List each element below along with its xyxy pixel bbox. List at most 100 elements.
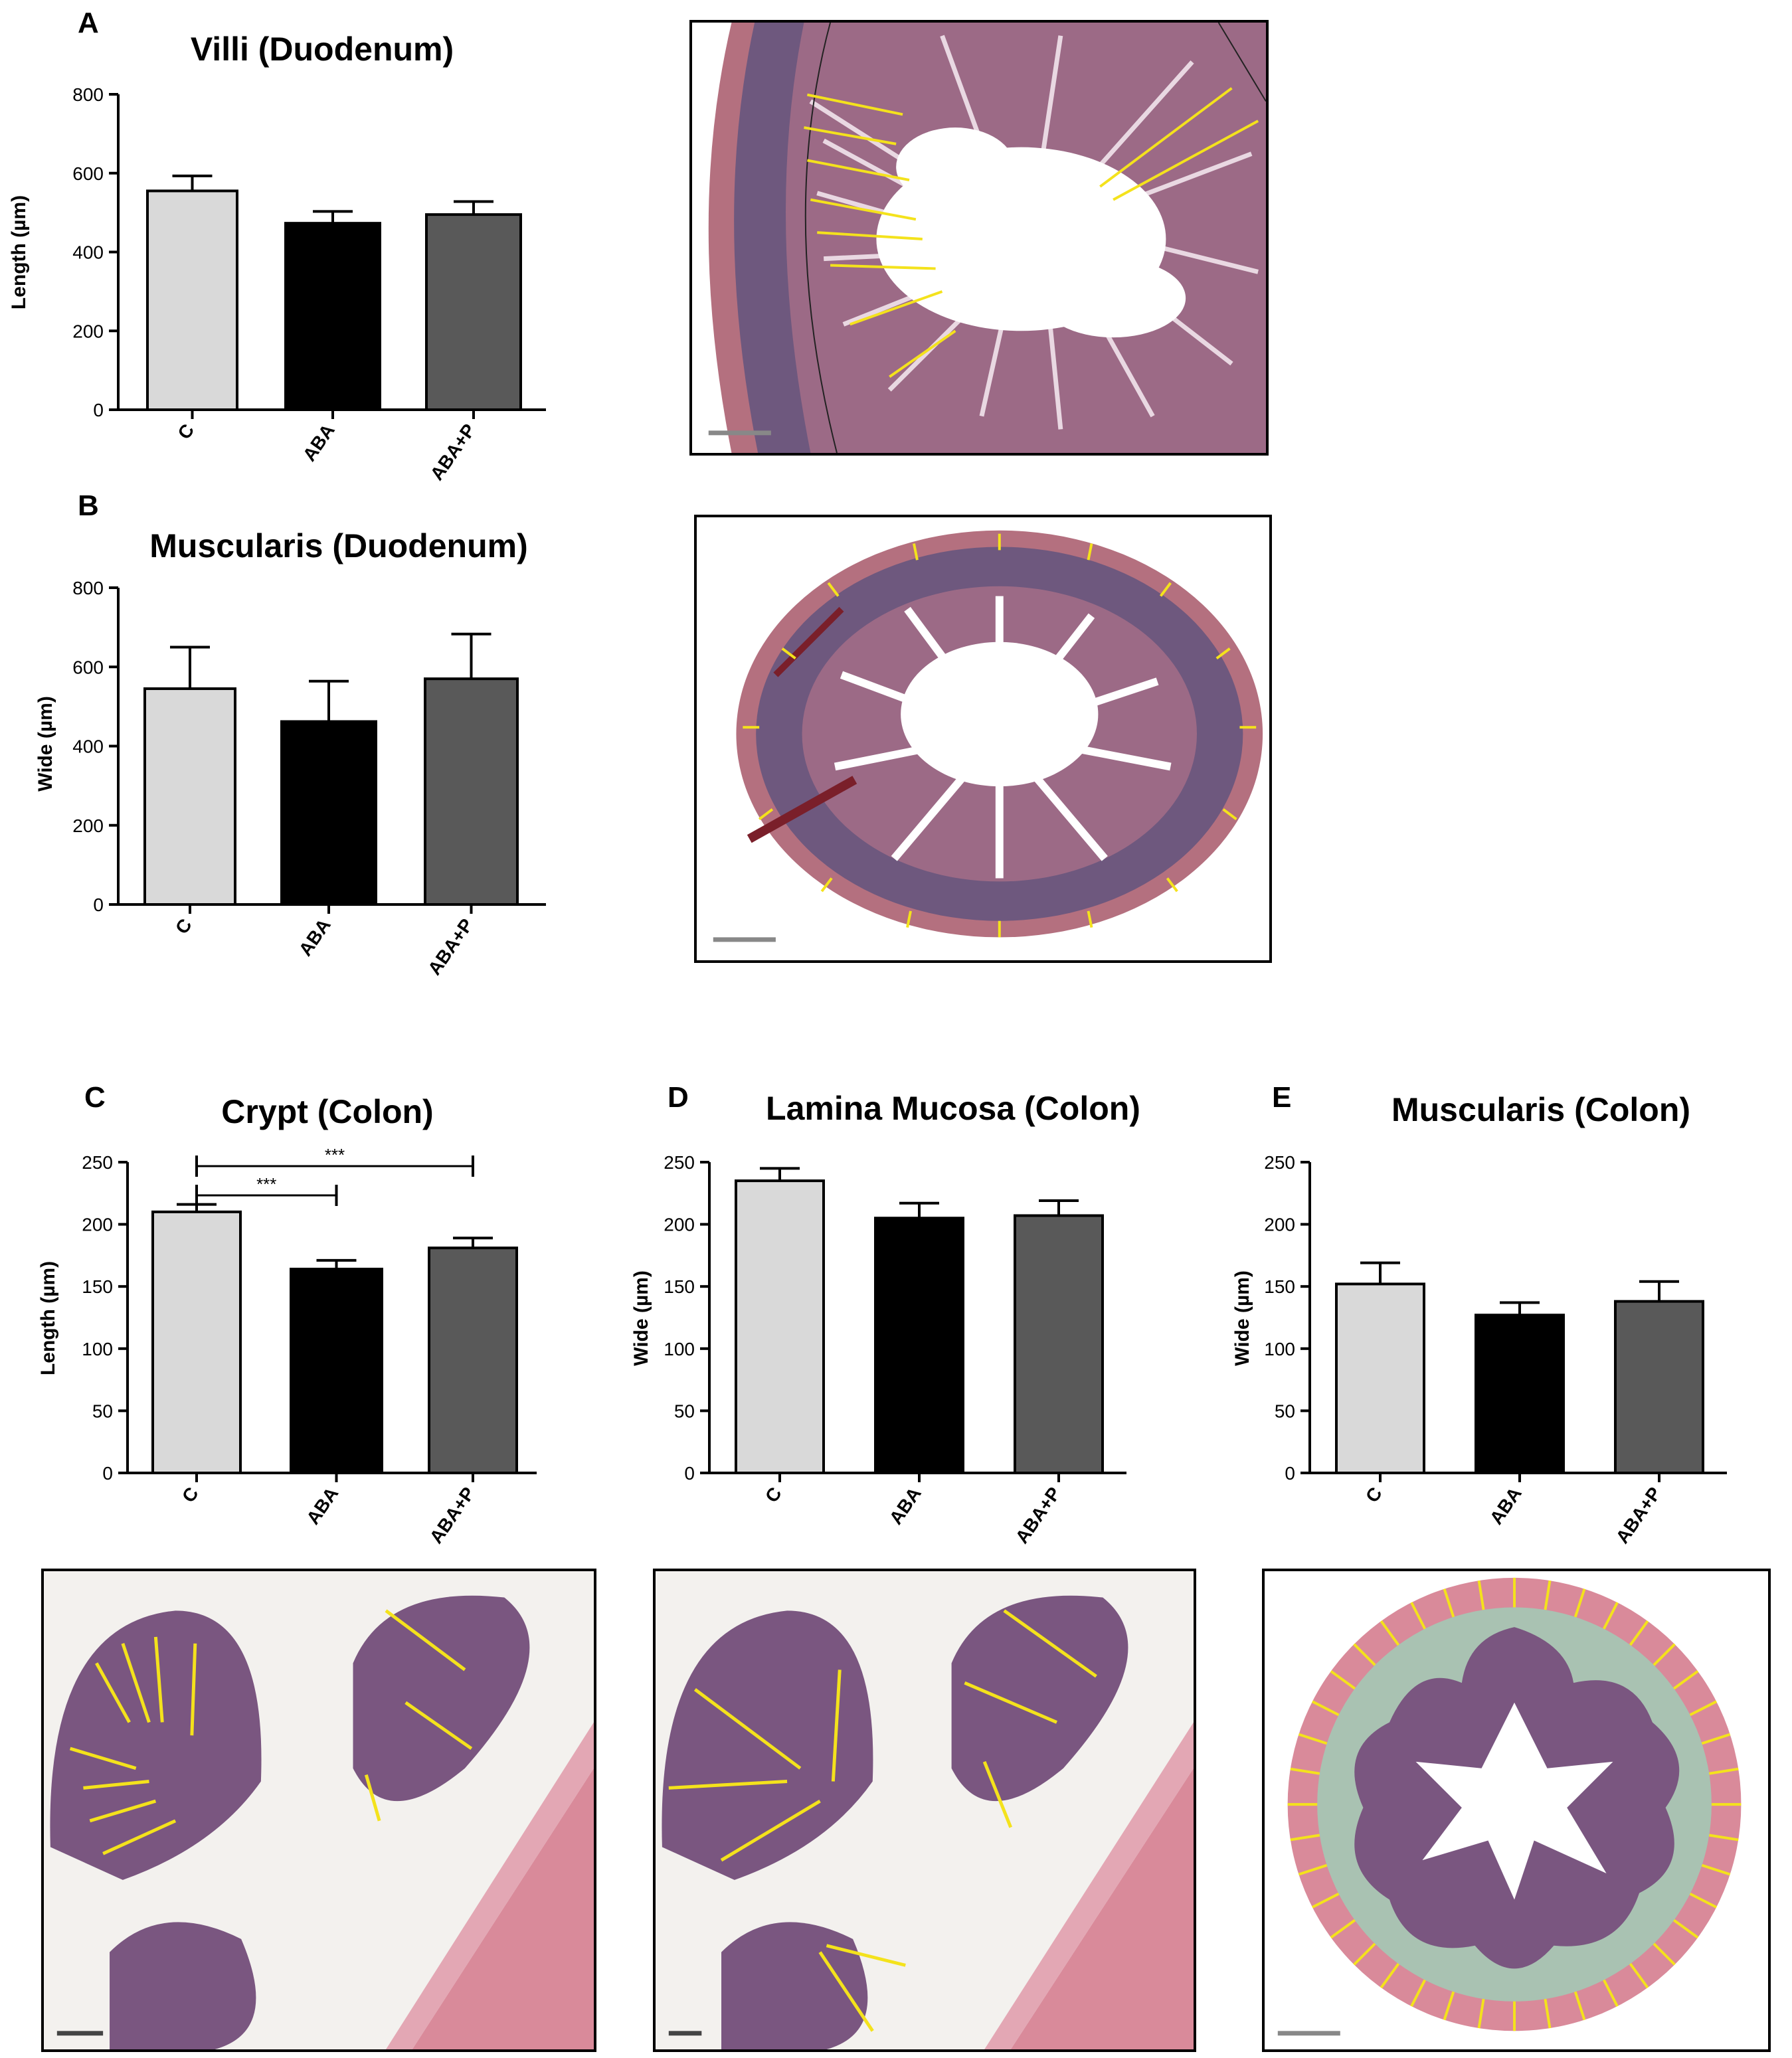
micrograph-colon-crypt bbox=[41, 1569, 596, 2052]
y-tick-label: 100 bbox=[1264, 1339, 1295, 1359]
measure-line bbox=[1353, 1643, 1376, 1666]
bar-c bbox=[1335, 1282, 1425, 1475]
chart-title-a: Villi (Duodenum) bbox=[190, 31, 454, 68]
measure-line bbox=[1298, 1863, 1328, 1876]
panel-letter-c: C bbox=[84, 1081, 106, 1114]
measure-line bbox=[1443, 1588, 1455, 1618]
y-tick-label: 250 bbox=[82, 1152, 113, 1173]
y-tick-label: 200 bbox=[1264, 1215, 1295, 1235]
significance-label: *** bbox=[256, 1174, 276, 1194]
chart-title-c: Crypt (Colon) bbox=[221, 1093, 434, 1130]
measure-line bbox=[1380, 1620, 1400, 1646]
chart-title-e: Muscularis (Colon) bbox=[1391, 1091, 1691, 1128]
y-tick-label: 100 bbox=[664, 1339, 695, 1359]
measure-line bbox=[1573, 1991, 1586, 2021]
measure-line bbox=[1701, 1733, 1731, 1745]
measure-line bbox=[1410, 1602, 1427, 1630]
measure-line bbox=[1673, 1670, 1699, 1690]
measure-line bbox=[1689, 1700, 1718, 1717]
measure-line bbox=[1573, 1588, 1586, 1618]
y-tick-label: 0 bbox=[1285, 1463, 1295, 1484]
y-axis-label: Length (µm) bbox=[8, 195, 30, 309]
bar-c bbox=[151, 1210, 242, 1474]
micrograph-duodenum-muscularis bbox=[694, 515, 1272, 963]
y-axis-label: Wide (µm) bbox=[35, 696, 56, 792]
measure-line bbox=[1298, 1733, 1328, 1745]
measure-line bbox=[1673, 1919, 1699, 1939]
measure-line bbox=[1410, 1979, 1427, 2008]
panel-letter-a: A bbox=[78, 7, 99, 39]
measure-line bbox=[1353, 1942, 1376, 1966]
y-axis-label: Wide (µm) bbox=[1231, 1270, 1253, 1366]
x-tick-label-aba: ABA bbox=[1486, 1484, 1526, 1528]
measure-line bbox=[1330, 1919, 1356, 1939]
bar-c bbox=[735, 1179, 825, 1474]
y-tick-label: 100 bbox=[82, 1339, 113, 1359]
measure-line bbox=[1290, 1767, 1320, 1775]
measure-line bbox=[1603, 1602, 1619, 1630]
y-tick-label: 0 bbox=[93, 400, 104, 420]
bar-chart-muscularis-colon: 0 50 100 150 200 250 Wide (µm) C ABA ABA+P bbox=[1231, 1152, 1727, 1547]
y-tick-label: 250 bbox=[664, 1152, 695, 1173]
y-tick-label: 800 bbox=[72, 84, 104, 105]
chart-title-d: Lamina Mucosa (Colon) bbox=[766, 1090, 1140, 1127]
bar-aba bbox=[290, 1267, 383, 1474]
y-tick-label: 800 bbox=[72, 578, 104, 598]
measure-line bbox=[1477, 1998, 1485, 2029]
measure-line bbox=[1311, 1700, 1340, 1717]
measure-line bbox=[1290, 1834, 1320, 1842]
bar-aba-p bbox=[428, 1246, 518, 1474]
y-tick-label: 200 bbox=[82, 1215, 113, 1235]
measure-line bbox=[1477, 1580, 1485, 1610]
measure-line bbox=[1311, 1893, 1340, 1909]
measure-line bbox=[1544, 1580, 1552, 1610]
measure-line bbox=[1629, 1620, 1649, 1646]
y-tick-label: 400 bbox=[72, 242, 104, 263]
y-tick-label: 50 bbox=[674, 1401, 695, 1421]
panel-letter-d: D bbox=[668, 1081, 689, 1114]
y-tick-label: 0 bbox=[684, 1463, 695, 1484]
bar-c bbox=[143, 687, 236, 906]
x-tick-label-aba-p: ABA+P bbox=[1612, 1484, 1665, 1547]
x-tick-label-c: C bbox=[1362, 1484, 1386, 1506]
y-tick-label: 400 bbox=[72, 736, 104, 757]
panel-letter-e: E bbox=[1272, 1081, 1292, 1114]
micrograph-duodenum-villi bbox=[689, 20, 1269, 456]
measure-line bbox=[1689, 1893, 1718, 1909]
micrograph-colon-lamina-mucosa bbox=[653, 1569, 1196, 2052]
y-tick-label: 150 bbox=[1264, 1276, 1295, 1297]
measure-line bbox=[1629, 1962, 1649, 1989]
bar-aba bbox=[874, 1217, 964, 1474]
measure-line bbox=[1544, 1998, 1552, 2029]
bar-aba-p bbox=[1614, 1300, 1704, 1474]
bar-aba bbox=[1475, 1314, 1565, 1474]
measure-line bbox=[1653, 1643, 1676, 1666]
y-tick-label: 600 bbox=[72, 657, 104, 677]
chart-title-b: Muscularis (Duodenum) bbox=[149, 527, 528, 564]
y-tick-label: 200 bbox=[72, 321, 104, 341]
panel-letter-b: B bbox=[78, 489, 99, 522]
measure-line bbox=[1708, 1767, 1739, 1775]
bar-aba-p bbox=[425, 213, 522, 411]
significance-label: *** bbox=[325, 1145, 345, 1165]
y-tick-label: 200 bbox=[664, 1215, 695, 1235]
y-tick-label: 150 bbox=[664, 1276, 695, 1297]
y-tick-label: 0 bbox=[93, 895, 104, 915]
measure-line bbox=[1708, 1834, 1739, 1842]
bar-aba-p bbox=[424, 677, 519, 906]
y-axis-label: Wide (µm) bbox=[630, 1270, 652, 1366]
y-tick-label: 50 bbox=[92, 1401, 113, 1421]
y-tick-label: 150 bbox=[82, 1276, 113, 1297]
y-axis-label: Length (µm) bbox=[37, 1261, 59, 1375]
y-tick-label: 0 bbox=[102, 1463, 113, 1484]
y-tick-label: 200 bbox=[72, 815, 104, 836]
measure-line bbox=[1380, 1962, 1400, 1989]
micrograph-colon-muscularis bbox=[1262, 1569, 1771, 2052]
y-tick-label: 50 bbox=[1275, 1401, 1295, 1421]
measure-line bbox=[1653, 1942, 1676, 1966]
bar-aba bbox=[280, 720, 377, 906]
